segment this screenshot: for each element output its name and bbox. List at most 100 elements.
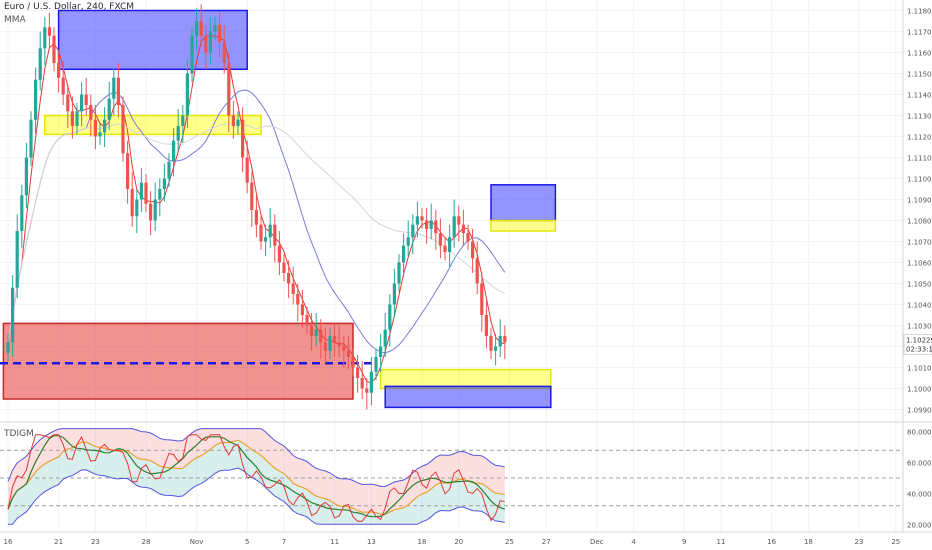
countdown-label: 02:33:18 xyxy=(906,345,932,353)
candle-76 xyxy=(356,354,360,393)
candle-92 xyxy=(429,203,433,240)
candle-0 xyxy=(6,333,10,362)
candle-67 xyxy=(314,312,318,347)
candle-49 xyxy=(231,100,235,139)
candle-71 xyxy=(333,323,337,357)
candle-74 xyxy=(346,336,350,370)
price-tick-11: 1.10700 xyxy=(907,239,932,247)
candle-108 xyxy=(503,325,507,360)
candle-86 xyxy=(402,233,406,278)
candle-103 xyxy=(480,273,484,332)
candle-42 xyxy=(199,4,203,47)
candle-32 xyxy=(153,182,157,231)
candle-66 xyxy=(310,312,314,351)
date-tick-5: 5 xyxy=(245,538,249,546)
candle-4 xyxy=(24,142,28,208)
candle-38 xyxy=(181,105,185,143)
zone-blue-6 xyxy=(384,385,552,409)
candle-69 xyxy=(323,327,327,364)
candle-40 xyxy=(190,27,194,82)
candle-60 xyxy=(282,254,286,282)
candle-54 xyxy=(254,195,258,238)
candle-29 xyxy=(139,168,143,213)
sub-indicator-label: TDIGM xyxy=(4,429,34,439)
price-tick-0: 1.11800 xyxy=(907,8,932,16)
candle-98 xyxy=(457,205,461,242)
candle-13 xyxy=(66,84,70,129)
candle-96 xyxy=(448,224,452,267)
candle-24 xyxy=(116,63,120,118)
candle-34 xyxy=(162,163,166,202)
candle-82 xyxy=(383,312,387,357)
price-tick-5: 1.11300 xyxy=(907,113,932,121)
candle-1 xyxy=(11,275,15,357)
date-tick-10: 20 xyxy=(454,538,463,546)
date-tick-3: 28 xyxy=(142,538,151,546)
candle-73 xyxy=(342,336,346,368)
candle-48 xyxy=(227,52,231,133)
candle-99 xyxy=(461,210,465,246)
candle-84 xyxy=(392,268,396,318)
candle-2 xyxy=(15,214,19,299)
candle-22 xyxy=(107,81,111,131)
price-tick-3: 1.11500 xyxy=(907,71,932,79)
candle-18 xyxy=(89,94,93,137)
date-tick-20: 25 xyxy=(891,538,900,546)
candle-37 xyxy=(176,109,180,152)
candle-27 xyxy=(130,172,134,227)
date-tick-2: 23 xyxy=(91,538,100,546)
candle-97 xyxy=(452,199,456,248)
candle-16 xyxy=(80,81,84,126)
candle-105 xyxy=(489,327,493,360)
candle-63 xyxy=(296,283,300,322)
price-tick-4: 1.11400 xyxy=(907,92,932,100)
candle-95 xyxy=(443,237,447,261)
candle-17 xyxy=(84,77,88,116)
candle-88 xyxy=(411,214,415,255)
candle-59 xyxy=(277,231,281,276)
candle-62 xyxy=(291,266,295,305)
candle-64 xyxy=(300,289,304,328)
zone-blue-0 xyxy=(57,9,248,71)
date-tick-14: 4 xyxy=(631,538,636,546)
candle-75 xyxy=(351,348,355,376)
candle-6 xyxy=(34,67,38,135)
date-tick-18: 18 xyxy=(804,538,813,546)
date-tick-7: 11 xyxy=(330,538,339,546)
price-tick-13: 1.10500 xyxy=(907,281,932,289)
candle-78 xyxy=(365,378,369,410)
candle-70 xyxy=(328,327,332,360)
mid-band-line xyxy=(7,439,505,515)
candle-106 xyxy=(494,333,498,366)
price-tick-9: 1.10900 xyxy=(907,197,932,205)
candle-104 xyxy=(484,300,488,349)
candle-89 xyxy=(415,201,419,238)
candle-8 xyxy=(43,16,47,66)
rsi-line xyxy=(7,434,505,522)
candle-79 xyxy=(369,357,373,406)
candle-25 xyxy=(121,96,125,162)
candle-21 xyxy=(103,107,107,147)
lower-band-fill xyxy=(8,440,505,525)
date-tick-6: 7 xyxy=(282,538,286,546)
candle-58 xyxy=(273,214,277,263)
date-tick-9: 18 xyxy=(418,538,427,546)
date-tick-0: 16 xyxy=(4,538,13,546)
candle-36 xyxy=(172,128,176,177)
candle-23 xyxy=(112,67,116,116)
candle-53 xyxy=(250,172,254,227)
price-tick-18: 1.10000 xyxy=(907,386,932,394)
candle-56 xyxy=(264,224,268,257)
candle-100 xyxy=(466,224,470,250)
candle-31 xyxy=(149,191,153,236)
chart-title: Euro / U.S. Dollar, 240, FXCM xyxy=(4,2,135,12)
price-tick-10: 1.10800 xyxy=(907,218,932,226)
zone-red-2 xyxy=(2,322,354,400)
price-tick-7: 1.11100 xyxy=(907,155,932,163)
candle-101 xyxy=(471,228,475,273)
zone-blue-3 xyxy=(490,184,557,222)
candle-11 xyxy=(57,50,61,93)
candle-68 xyxy=(319,319,323,360)
candle-30 xyxy=(144,174,148,213)
